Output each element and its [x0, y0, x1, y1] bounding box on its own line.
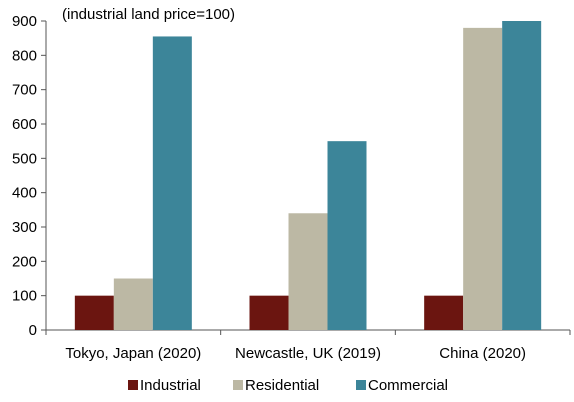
bar-industrial-3: [424, 295, 464, 330]
y-axis: 0 100 200 300 400 500 600 700 800 900: [12, 13, 47, 339]
y-tick-label: 800: [12, 47, 37, 64]
y-tick-label: 0: [29, 322, 37, 339]
x-tick-label: Tokyo, Japan (2020): [65, 345, 201, 362]
bar-residential-2: [288, 213, 328, 330]
legend-swatch-residential: [233, 380, 243, 390]
bar-industrial-1: [74, 295, 114, 330]
y-tick-label: 900: [12, 13, 37, 30]
legend-swatch-industrial: [128, 380, 138, 390]
legend-label-industrial: Industrial: [140, 377, 201, 394]
legend: Industrial Residential Commercial: [128, 377, 448, 394]
legend-label-commercial: Commercial: [368, 377, 448, 394]
y-tick-label: 500: [12, 150, 37, 167]
bar-industrial-2: [249, 295, 289, 330]
x-axis: Tokyo, Japan (2020) Newcastle, UK (2019) C…: [45, 329, 571, 362]
y-tick-label: 200: [12, 253, 37, 270]
y-tick-label: 400: [12, 185, 37, 202]
bar-commercial-1: [152, 36, 192, 330]
bars-group: [74, 21, 542, 330]
bar-residential-3: [463, 27, 503, 330]
legend-swatch-commercial: [356, 380, 366, 390]
bar-commercial-2: [327, 141, 367, 330]
x-tick-label: Newcastle, UK (2019): [235, 345, 381, 362]
y-tick-label: 300: [12, 219, 37, 236]
bar-residential-1: [113, 278, 153, 330]
legend-label-residential: Residential: [245, 377, 319, 394]
y-tick-label: 100: [12, 288, 37, 305]
y-tick-label: 600: [12, 116, 37, 133]
bar-commercial-3: [502, 21, 542, 330]
y-tick-label: 700: [12, 82, 37, 99]
chart-subtitle: (industrial land price=100): [62, 6, 235, 23]
x-tick-label: China (2020): [439, 345, 526, 362]
